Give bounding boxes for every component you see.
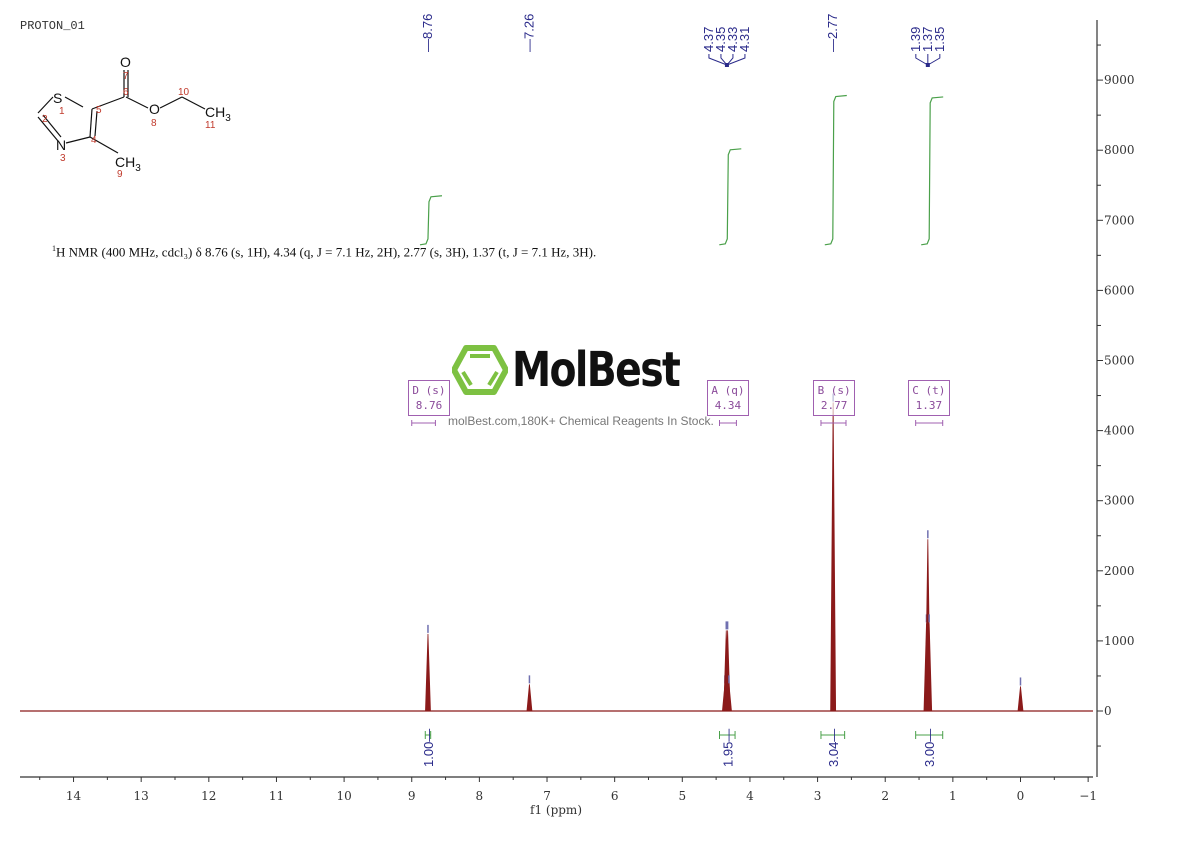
x-tick-label: 11 [269,789,284,803]
svg-text:9: 9 [117,169,123,180]
integral-curve [719,148,742,246]
y-tick-label: 2000 [1104,564,1135,578]
x-tick-label: 9 [408,789,416,803]
svg-text:5: 5 [96,105,102,116]
multiplet-box-A: A (q) 4.34 [706,380,749,416]
y-tick-label: 7000 [1104,213,1135,227]
atom-s: S [53,90,62,106]
peak-label: 4.33 [725,27,740,52]
integral-value: 3.00— [922,729,937,767]
x-tick-label: 12 [201,789,216,803]
x-tick-label: 0 [1017,789,1025,803]
peak-label: —7.26 [521,14,536,52]
watermark-tagline: molBest.com,180K+ Chemical Reagents In S… [448,414,714,428]
x-tick-label: 14 [66,789,82,803]
peak-labels: —8.76 —7.26 4.374.354.334.31 —2.77 1.391.371… [420,14,947,67]
peak-label: —8.76 [420,14,435,52]
x-tick-label: 1 [949,789,957,803]
spectrum-title: PROTON_01 [20,19,85,33]
molecule-structure: S N O O CH3 CH3 1 2 3 4 5 6 7 8 9 10 11 [37,54,231,180]
integral-curve [419,195,443,246]
spectrum-peak [726,684,732,712]
y-tick-label: 9000 [1104,73,1135,87]
integral-value: 1.00— [421,729,436,767]
x-tick-label: 13 [134,789,149,803]
svg-text:8: 8 [151,118,157,129]
svg-text:10: 10 [178,87,190,98]
y-tick-label: 4000 [1104,424,1135,438]
y-tick-label: 8000 [1104,143,1135,157]
spectrum-peak [526,684,533,712]
x-tick-label: −1 [1079,789,1097,803]
nmr-description: 1H NMR (400 MHz, cdcl₃) δ 8.76 (s, 1H), … [52,244,597,260]
x-tick-label: 8 [476,789,484,803]
y-tick-label: 6000 [1104,283,1135,297]
x-axis: 14 13 12 11 10 9 8 7 6 5 4 3 2 1 0 −1 [20,776,1097,803]
y-tick-label: 3000 [1104,494,1135,508]
spectrum-trace [20,393,1093,712]
atom-o8: O [149,101,160,117]
integral-curves: 1.00— 1.95— 3.04— 3.00— [419,94,944,767]
multiplet-box-D: D (s) 8.76 [407,380,450,416]
peak-label: 1.35 [932,27,947,52]
y-tick-label: 5000 [1104,354,1135,368]
x-axis-label: f1 (ppm) [530,803,582,817]
molbest-logo: MolBest [452,342,716,398]
x-tick-label: 4 [746,789,754,803]
spectrum-peak [1017,686,1024,712]
peak-label: 1.39 [908,27,923,52]
y-axis: 9000 8000 7000 6000 5000 4000 3000 2000 1000 0 [1096,20,1135,777]
atom-n: N [56,137,66,153]
peak-label: 4.37 [701,27,716,52]
integral-curve [921,96,944,246]
spectrum-peak [926,623,933,712]
svg-text:11: 11 [205,120,216,131]
svg-text:2: 2 [42,114,48,125]
svg-text:7: 7 [123,71,129,82]
x-tick-label: 2 [881,789,889,803]
svg-text:1: 1 [59,106,65,117]
multiplet-box-C: C (t) 1.37 [907,380,950,416]
svg-text:3: 3 [60,153,66,164]
peak-label: 4.31 [737,27,752,52]
integral-value: 3.04— [826,729,841,767]
x-tick-label: 7 [543,789,551,803]
x-tick-label: 10 [336,789,351,803]
peak-label: —2.77 [825,14,840,52]
atom-ch3-9: CH3 [115,154,141,174]
benzene-logo-icon [452,345,508,395]
svg-text:4: 4 [91,135,97,146]
x-tick-label: 5 [678,789,686,803]
spectrum-peak [425,633,431,712]
peak-label: 1.37 [920,27,935,52]
integral-curve [824,94,847,246]
spectrum-peak [830,402,837,712]
peak-label: 4.35 [713,27,728,52]
y-tick-label: 1000 [1104,634,1135,648]
atom-o7: O [120,54,131,70]
atom-ch3-11: CH3 [205,104,231,124]
multiplet-box-B: B (s) 2.77 [813,380,856,416]
x-tick-label: 6 [611,789,619,803]
x-tick-label: 3 [814,789,822,803]
y-tick-label: 0 [1104,704,1112,718]
svg-text:6: 6 [123,87,129,98]
logo-brand-text: MolBest [512,342,681,398]
integral-value: 1.95— [720,729,735,767]
